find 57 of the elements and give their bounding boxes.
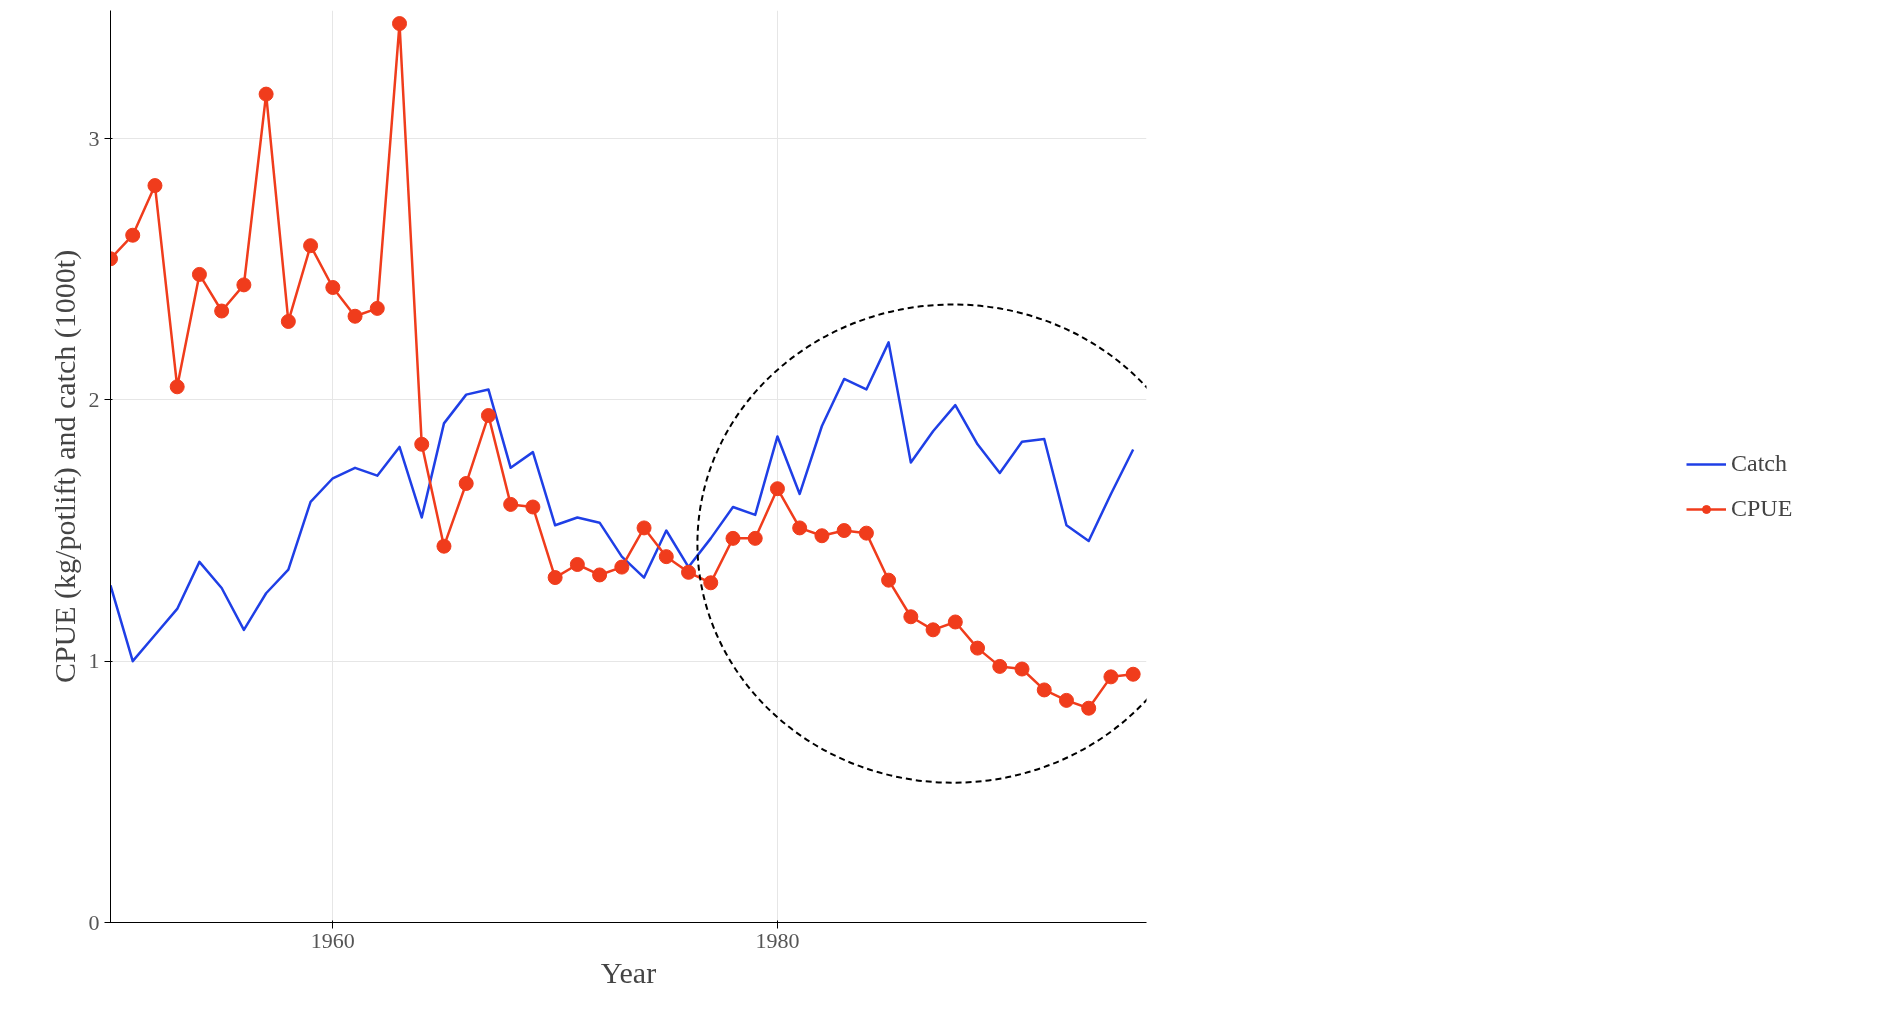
point <box>214 303 230 319</box>
point <box>191 266 207 282</box>
point <box>747 530 763 546</box>
point <box>480 408 496 424</box>
point <box>636 520 652 536</box>
point <box>836 523 852 539</box>
point <box>1081 700 1097 716</box>
point <box>858 525 874 541</box>
point <box>414 436 430 452</box>
point <box>814 528 830 544</box>
point <box>1014 661 1030 677</box>
point <box>947 614 963 630</box>
point <box>547 570 563 586</box>
point <box>303 238 319 254</box>
point <box>125 227 141 243</box>
point <box>703 575 719 591</box>
point <box>258 86 274 102</box>
x-tick-label: 1980 <box>755 927 800 953</box>
point <box>569 557 585 572</box>
point <box>280 313 296 329</box>
point <box>369 300 385 316</box>
y-tick-label: 3 <box>88 125 100 151</box>
y-tick-label: 0 <box>88 909 100 935</box>
x-tick-label: 1960 <box>310 927 355 953</box>
point <box>392 16 408 32</box>
point <box>903 609 919 625</box>
point <box>236 277 252 293</box>
line-series <box>110 341 1135 663</box>
point <box>681 564 697 580</box>
point <box>458 476 474 491</box>
legend-label: CPUE <box>1731 495 1793 522</box>
point <box>725 530 741 546</box>
point <box>992 658 1008 674</box>
point <box>881 572 897 588</box>
point <box>525 499 541 515</box>
point <box>347 308 363 324</box>
point <box>1103 669 1119 685</box>
point <box>325 280 341 295</box>
y-tick-label: 1 <box>88 648 100 674</box>
point <box>658 549 674 565</box>
point <box>925 622 941 638</box>
point <box>970 640 986 656</box>
point <box>1125 666 1141 682</box>
point <box>592 567 608 583</box>
point <box>147 178 163 194</box>
y-axis-title: CPUE (kg/potlift) and catch (1000t) <box>47 249 82 684</box>
point <box>1058 692 1074 708</box>
point <box>169 379 185 395</box>
legend-label: Catch <box>1731 450 1787 477</box>
point <box>503 496 519 512</box>
point <box>769 481 785 497</box>
point <box>614 559 630 575</box>
point <box>436 538 452 554</box>
point <box>792 520 808 536</box>
y-tick-label: 2 <box>88 386 100 412</box>
point <box>1036 682 1052 698</box>
x-axis-title: Year <box>600 955 657 989</box>
